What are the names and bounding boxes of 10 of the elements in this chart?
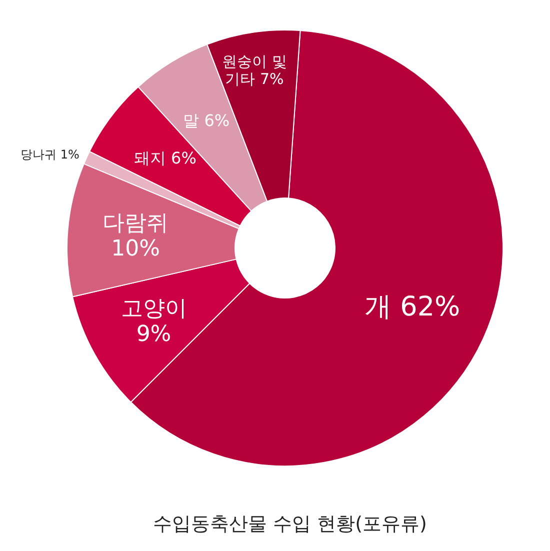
text: 수입동축산물 수입 현황(포유류) — [153, 513, 427, 535]
slice-label: 다람쥐 — [102, 211, 169, 236]
data-label: 10% — [111, 236, 160, 262]
slice-label: 개 62% — [364, 292, 460, 323]
data-label: 9% — [136, 322, 172, 347]
slice-label: 원숭이 및 기타 7% — [222, 52, 287, 88]
slice-label: 돼지 6% — [134, 148, 196, 168]
slice-label: 말 6% — [183, 110, 230, 130]
slice-label: 고양이 — [120, 296, 187, 322]
slice-label: 당나귀 1% — [20, 147, 80, 162]
